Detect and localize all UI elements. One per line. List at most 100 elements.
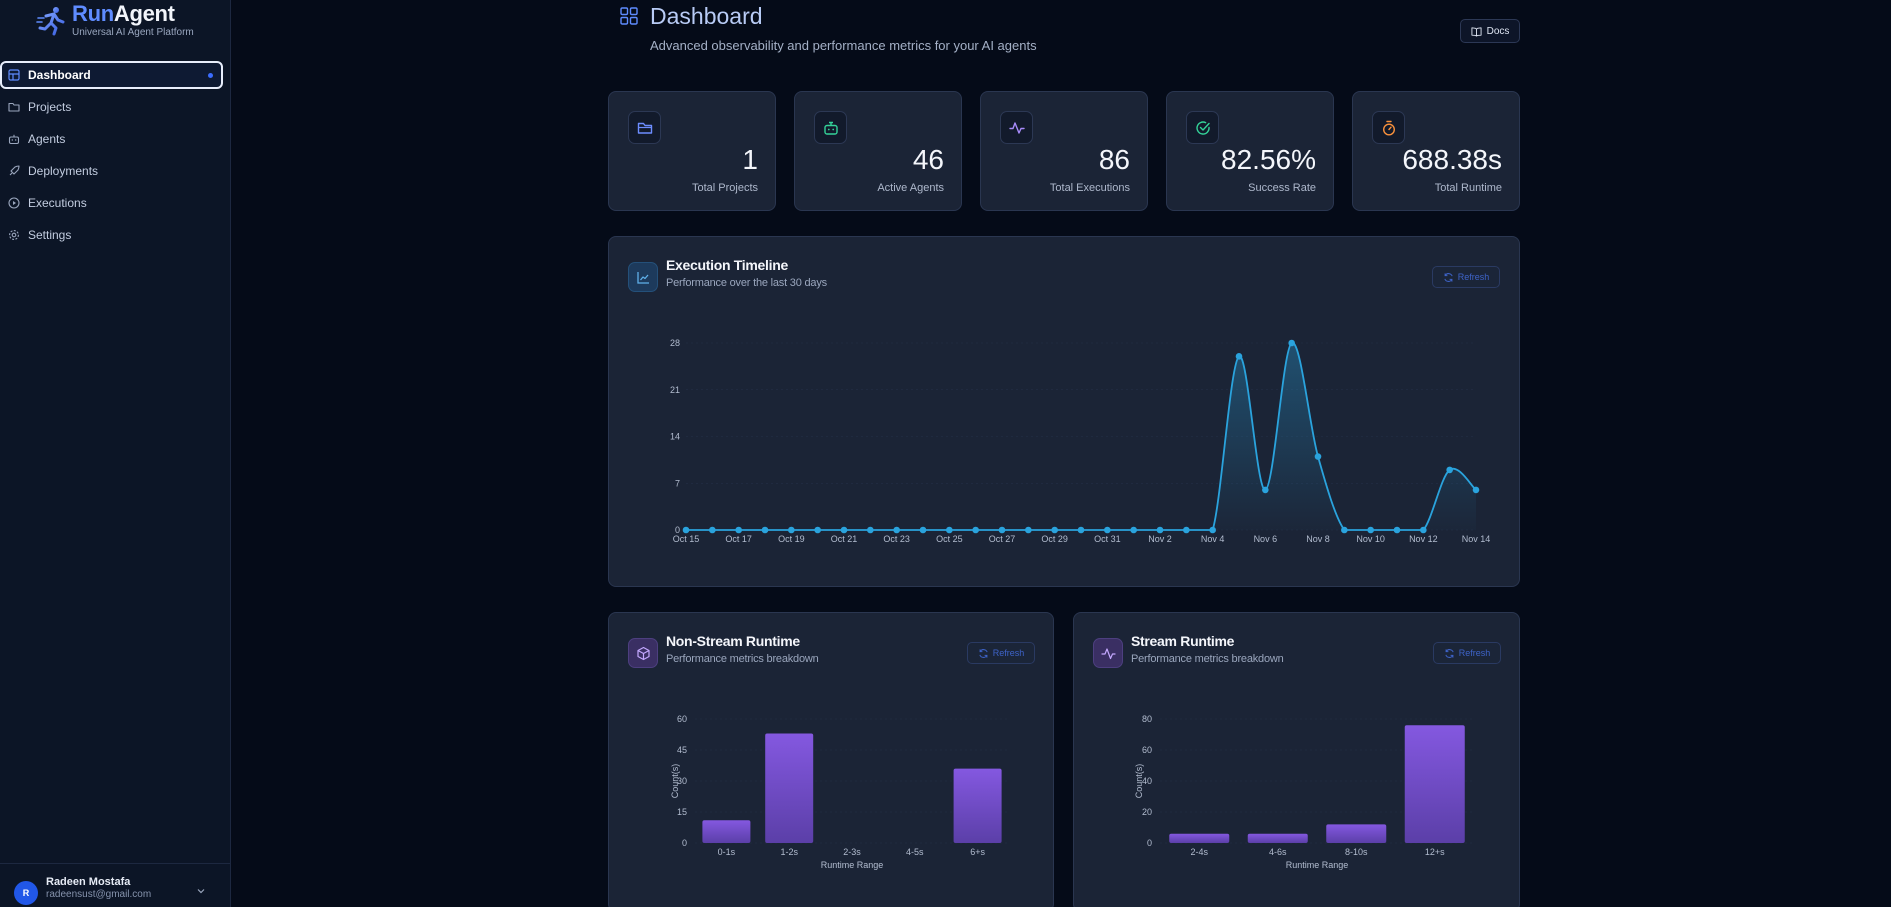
stat-card-total-runtime: 688.38s Total Runtime <box>1352 91 1520 211</box>
bar <box>953 768 1002 843</box>
data-point <box>1130 526 1137 534</box>
rocket-icon <box>9 165 20 176</box>
sidebar-item-agents[interactable]: Agents <box>0 125 223 153</box>
refresh-label: Refresh <box>1458 648 1491 658</box>
y-tick-label: 60 <box>677 714 687 724</box>
data-point <box>1288 339 1295 347</box>
user-email: radeensust@gmail.com <box>46 889 152 900</box>
stream-runtime-panel: Stream Runtime Performance metrics break… <box>1073 612 1520 907</box>
x-tick-label: Oct 27 <box>989 534 1016 544</box>
page-title: Dashboard <box>650 3 763 29</box>
sidebar: RunAgent Universal AI Agent Platform Das… <box>0 0 231 907</box>
y-tick-label: 0 <box>675 525 680 535</box>
x-tick-label: Oct 29 <box>1041 534 1068 544</box>
x-tick-label: Nov 14 <box>1462 534 1491 544</box>
stream-refresh-button[interactable]: Refresh <box>1433 642 1501 664</box>
data-point <box>1209 526 1216 534</box>
y-tick-label: 21 <box>670 385 680 395</box>
running-figure-logo-icon <box>36 7 65 36</box>
data-point <box>1367 526 1374 534</box>
chevron-down-icon[interactable] <box>196 886 206 896</box>
stat-value: 1 <box>742 144 758 175</box>
y-tick-label: 80 <box>1142 714 1152 724</box>
sidebar-item-label: Deployments <box>28 164 99 178</box>
non-stream-refresh-button[interactable]: Refresh <box>967 642 1035 664</box>
non-stream-runtime-chart: 0 15 30 45 60 0-1s 1-2s 2-3s 4-5s 6+s Runtime Rang… <box>670 714 1009 870</box>
data-point <box>919 526 927 534</box>
play-circle-icon <box>8 197 20 209</box>
sidebar-item-label: Executions <box>28 196 87 210</box>
non-stream-runtime-panel: Non-Stream Runtime Performance metrics b… <box>608 612 1054 907</box>
stat-value: 82.56% <box>1221 144 1316 175</box>
y-tick-label: 15 <box>677 807 687 817</box>
data-point <box>1025 526 1032 534</box>
sidebar-item-label: Settings <box>28 228 72 242</box>
sidebar-item-projects[interactable]: Projects <box>0 93 223 121</box>
panel-title: Execution Timeline <box>666 257 788 273</box>
x-tick-label: 2-4s <box>1190 847 1208 857</box>
refresh-label: Refresh <box>992 648 1025 658</box>
docs-button[interactable]: Docs <box>1460 19 1520 43</box>
y-axis-label: Count(s) <box>1134 764 1144 799</box>
x-tick-label: 6+s <box>970 847 985 857</box>
brand[interactable]: RunAgent Universal AI Agent Platform <box>36 2 194 38</box>
sidebar-item-settings[interactable]: Settings <box>0 221 223 249</box>
folder-icon <box>637 122 652 134</box>
data-point <box>1051 526 1058 534</box>
data-point <box>682 526 690 534</box>
data-point <box>1183 526 1190 534</box>
sidebar-item-executions[interactable]: Executions <box>0 189 223 217</box>
user-menu[interactable]: R Radeen Mostafa radeensust@gmail.com <box>0 863 231 907</box>
sidebar-item-deployments[interactable]: Deployments <box>0 157 223 185</box>
check-circle-icon <box>1195 120 1210 135</box>
activity-icon <box>1100 647 1116 659</box>
line-chart-icon <box>636 271 649 284</box>
timeline-refresh-button[interactable]: Refresh <box>1432 266 1500 288</box>
stat-card-active-agents: 46 Active Agents <box>794 91 962 211</box>
data-point <box>1420 526 1427 534</box>
refresh-label: Refresh <box>1457 272 1490 282</box>
refresh-icon <box>979 648 988 658</box>
x-tick-label: Nov 2 <box>1148 534 1172 544</box>
cube-icon <box>636 646 650 660</box>
brand-name: RunAgent <box>72 1 175 26</box>
brand-subtitle: Universal AI Agent Platform <box>72 27 194 38</box>
execution-timeline-chart: 0 7 14 21 28 Oct 15 Oct 17 Oct 19 Oct 21 Oct 23 Oc… <box>670 338 1491 544</box>
gear-icon <box>9 230 19 240</box>
panel-subtitle: Performance metrics breakdown <box>666 653 819 665</box>
y-tick-label: 0 <box>1147 838 1152 848</box>
x-tick-label: 2-3s <box>843 847 861 857</box>
x-tick-label: 4-6s <box>1269 847 1287 857</box>
refresh-icon <box>1444 272 1453 282</box>
stat-value: 86 <box>1098 144 1130 175</box>
bot-icon <box>823 121 838 135</box>
bar <box>1326 824 1387 843</box>
x-tick-label: Nov 4 <box>1201 534 1225 544</box>
sidebar-item-dashboard[interactable]: Dashboard <box>0 61 223 89</box>
dashboard-icon <box>620 7 638 25</box>
bar <box>702 820 751 843</box>
x-tick-label: Oct 31 <box>1094 534 1121 544</box>
avatar: R <box>14 881 38 905</box>
data-point <box>1393 526 1401 534</box>
data-point <box>972 526 979 534</box>
data-point <box>761 526 769 534</box>
x-tick-label: Oct 25 <box>936 534 963 544</box>
data-point <box>1341 526 1348 534</box>
sidebar-item-label: Projects <box>28 100 72 114</box>
y-tick-label: 14 <box>670 432 680 442</box>
bar <box>765 733 814 843</box>
x-tick-label: 8-10s <box>1345 847 1368 857</box>
y-tick-label: 20 <box>1142 807 1152 817</box>
data-point <box>893 526 900 534</box>
sidebar-nav: Dashboard Projects Agents Deployments Ex… <box>0 61 231 253</box>
y-tick-label: 28 <box>670 338 680 348</box>
x-tick-label: Nov 12 <box>1409 534 1438 544</box>
data-point <box>735 526 742 534</box>
x-tick-label: Nov 10 <box>1356 534 1385 544</box>
bar <box>1247 833 1308 843</box>
data-point <box>1104 526 1111 534</box>
active-indicator-dot <box>208 73 213 78</box>
data-point <box>788 526 795 534</box>
x-tick-label: Oct 15 <box>673 534 700 544</box>
